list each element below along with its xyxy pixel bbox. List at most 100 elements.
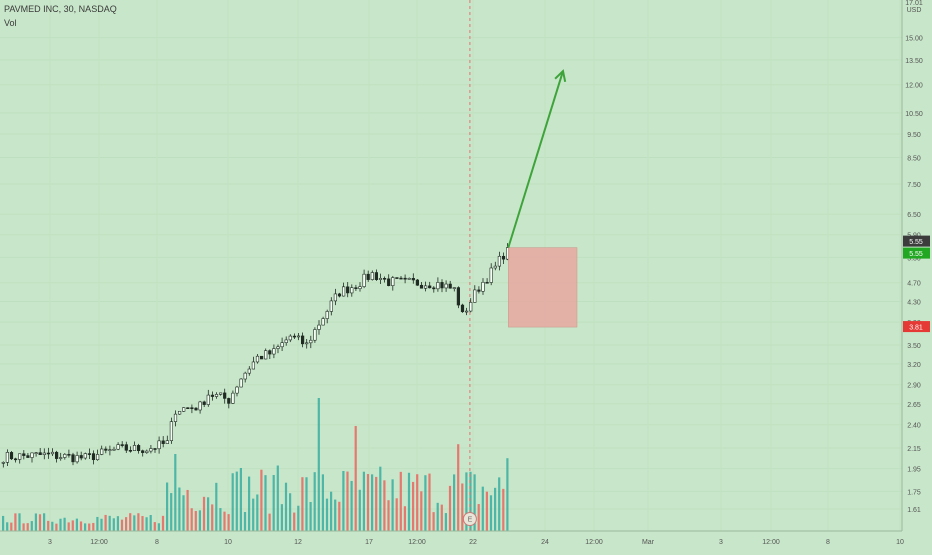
candle-body bbox=[165, 440, 169, 444]
volume-bar bbox=[2, 515, 5, 531]
candle-body bbox=[83, 453, 87, 459]
volume-bar bbox=[47, 520, 50, 531]
volume-bar bbox=[498, 477, 501, 531]
volume-bar bbox=[18, 513, 21, 531]
candle-body bbox=[239, 378, 243, 388]
candle-body bbox=[96, 454, 100, 461]
candle-body bbox=[456, 287, 461, 306]
candle-body bbox=[190, 407, 194, 410]
volume-bar bbox=[170, 493, 173, 531]
volume-bar bbox=[473, 474, 476, 531]
earnings-letter: E bbox=[468, 517, 473, 524]
earnings-marker[interactable]: E bbox=[462, 512, 477, 526]
candle-body bbox=[399, 277, 403, 280]
candle-body bbox=[452, 287, 456, 289]
volume-bar bbox=[116, 516, 119, 531]
price-tick-label: 6.50 bbox=[907, 212, 921, 219]
volume-bar bbox=[108, 515, 111, 531]
currency-label: USD bbox=[907, 7, 922, 14]
candle-body bbox=[9, 452, 14, 460]
projection-arrow[interactable] bbox=[507, 69, 567, 248]
candle-body bbox=[259, 355, 264, 360]
volume-bar bbox=[112, 518, 115, 531]
volume-bar bbox=[301, 477, 304, 531]
volume-bar bbox=[194, 510, 197, 531]
volume-bar bbox=[321, 474, 324, 531]
earnings-circle[interactable] bbox=[462, 512, 477, 526]
candle-body bbox=[411, 278, 415, 281]
candle-body bbox=[432, 287, 436, 290]
candle-body bbox=[354, 287, 358, 289]
candle-body bbox=[231, 392, 235, 404]
volume-indicator-label[interactable]: Vol bbox=[4, 18, 17, 28]
candle-body bbox=[26, 455, 30, 458]
candle-body bbox=[464, 310, 469, 313]
volume-bar bbox=[6, 522, 9, 531]
candle-body bbox=[34, 452, 38, 454]
candle-body bbox=[223, 392, 227, 399]
candle-body bbox=[378, 277, 383, 280]
candle-body bbox=[22, 453, 26, 456]
candle-body bbox=[124, 444, 128, 451]
candle-body bbox=[145, 450, 149, 453]
candles bbox=[1, 243, 510, 468]
time-tick-label: Mar bbox=[642, 539, 655, 546]
volume-bar bbox=[293, 512, 296, 531]
volume-bar bbox=[96, 516, 99, 531]
candle-body bbox=[460, 304, 465, 313]
time-tick-label: 22 bbox=[469, 539, 477, 546]
volume-bar bbox=[354, 426, 357, 531]
volume-bar bbox=[100, 518, 103, 531]
volume-bar bbox=[10, 522, 13, 531]
price-tick-label: 2.65 bbox=[907, 402, 921, 409]
price-tick-label: 2.15 bbox=[907, 446, 921, 453]
stop-price-badge bbox=[903, 321, 930, 333]
volume-bar bbox=[309, 501, 312, 531]
candle-body bbox=[415, 279, 420, 286]
candle-body bbox=[346, 286, 350, 294]
stop-loss-zone[interactable] bbox=[508, 247, 578, 328]
time-tick-label: 24 bbox=[541, 539, 549, 546]
candle-body bbox=[186, 407, 190, 410]
volume-bar bbox=[215, 482, 218, 531]
volume-bar bbox=[272, 475, 275, 531]
time-tick-label: 3 bbox=[48, 539, 52, 546]
candle-body bbox=[50, 451, 55, 455]
volume-bar bbox=[264, 475, 267, 531]
volume-bar bbox=[395, 498, 398, 531]
candle-body bbox=[370, 272, 374, 280]
candle-body bbox=[382, 277, 387, 280]
volume-bar bbox=[297, 505, 300, 531]
volume-bar bbox=[440, 504, 443, 531]
volume-bar bbox=[92, 522, 95, 531]
candle-body bbox=[341, 286, 346, 297]
volume-bar bbox=[161, 515, 165, 531]
volume-bar bbox=[239, 468, 242, 531]
volume-bar bbox=[424, 475, 427, 531]
price-tick-label: 4.70 bbox=[907, 281, 921, 288]
price-tick-label: 1.75 bbox=[907, 489, 921, 496]
symbol-title[interactable]: PAVMED INC, 30, NASDAQ bbox=[4, 4, 117, 14]
candle-body bbox=[59, 457, 63, 459]
volume-bar bbox=[129, 513, 132, 531]
time-tick-label: 10 bbox=[896, 539, 904, 546]
price-tick-label: 3.20 bbox=[907, 362, 921, 369]
volume-bar bbox=[141, 516, 144, 531]
volume-bar bbox=[399, 471, 402, 531]
volume-bar bbox=[268, 513, 271, 531]
candle-body bbox=[448, 283, 452, 289]
candle-body bbox=[227, 398, 231, 404]
volume-bar bbox=[190, 508, 193, 531]
time-axis[interactable]: 3 12:00 8 10 12 17 12:00 22 24 12:00 Mar 3 12:00 8 10 bbox=[48, 539, 904, 546]
candle-body bbox=[497, 255, 502, 267]
price-tick-label: 15.00 bbox=[905, 36, 923, 43]
time-tick-label: 3 bbox=[719, 539, 723, 546]
candle-body bbox=[477, 289, 481, 292]
volume-bar bbox=[412, 481, 415, 531]
volume-bar bbox=[133, 515, 136, 531]
candle-body bbox=[132, 445, 137, 451]
candle-body bbox=[337, 293, 342, 297]
candle-body bbox=[104, 448, 108, 451]
price-tick-label: 10.50 bbox=[905, 111, 923, 118]
